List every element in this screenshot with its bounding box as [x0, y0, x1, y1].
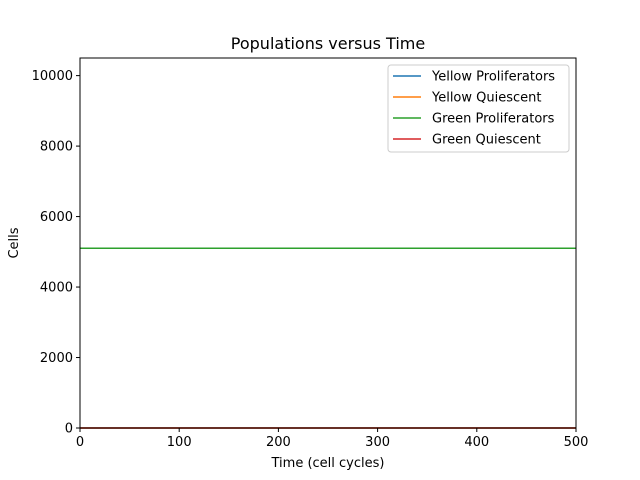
legend: Yellow Proliferators Yellow Quiescent Gree…	[387, 64, 570, 153]
x-tick-label: 200	[266, 435, 291, 450]
y-tick-label: 10000	[32, 69, 73, 84]
x-tick-label: 300	[365, 435, 390, 450]
x-tick-label: 100	[167, 435, 192, 450]
y-axis: 0 2000 4000 6000 8000 10000	[32, 69, 80, 437]
x-axis: 0 100 200 300 400 500	[76, 428, 589, 450]
y-axis-label: Cells	[7, 227, 22, 258]
chart-title: Populations versus Time	[231, 34, 425, 53]
y-tick-label: 0	[65, 422, 73, 437]
x-tick-label: 500	[564, 435, 589, 450]
legend-label-0: Yellow Proliferators	[431, 70, 555, 85]
legend-label-3: Green Quiescent	[432, 133, 541, 148]
legend-label-1: Yellow Quiescent	[431, 91, 542, 106]
legend-box	[387, 64, 570, 153]
legend-label-2: Green Proliferators	[432, 112, 555, 127]
x-axis-label: Time (cell cycles)	[271, 456, 385, 471]
x-tick-label: 400	[464, 435, 489, 450]
y-tick-label: 6000	[40, 210, 73, 225]
y-tick-label: 8000	[40, 140, 73, 155]
plot-frame	[79, 57, 577, 429]
y-tick-label: 4000	[40, 281, 73, 296]
x-tick-label: 0	[76, 435, 84, 450]
y-tick-label: 2000	[40, 351, 73, 366]
